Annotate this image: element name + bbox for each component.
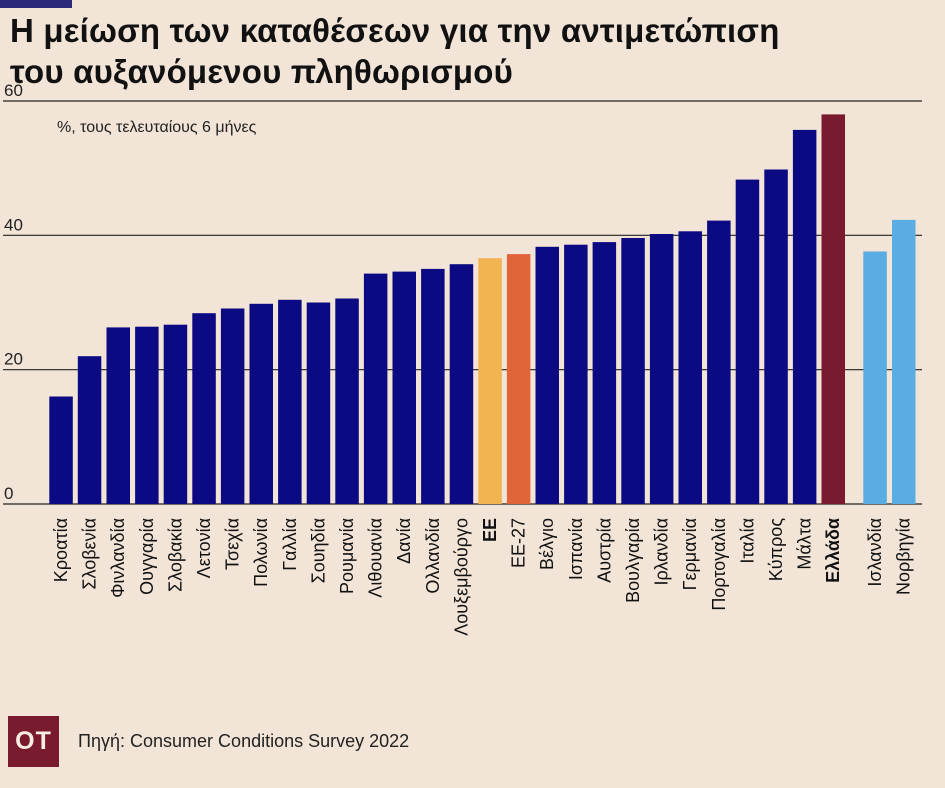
x-tick-label: Τσεχία <box>223 518 243 570</box>
x-tick-label: Ισλανδία <box>865 518 885 587</box>
chart-title-line-2: του αυξανόμενου πληθωρισμού <box>10 53 514 90</box>
bar-16 <box>478 258 502 504</box>
x-tick-label: Σλοβενία <box>80 518 100 590</box>
bar-14 <box>421 268 445 504</box>
bar-12 <box>363 273 388 504</box>
x-tick-label: ΕΕ-27 <box>509 518 529 568</box>
bar-8 <box>249 303 273 504</box>
x-tick-label: ΕΕ <box>480 518 500 542</box>
x-tick-label: Ιρλανδία <box>652 518 672 585</box>
bar-24 <box>707 220 731 504</box>
x-label-layer: Κροατία Σλοβενία Φινλανδία Ουγγαρία Σλοβακία… <box>51 518 914 636</box>
x-tick-label: Ιταλία <box>737 518 757 564</box>
bar-11 <box>335 298 359 504</box>
bar-20 <box>592 242 617 504</box>
y-tick-label: 60 <box>4 81 23 100</box>
x-tick-label: Κροατία <box>51 518 71 582</box>
x-tick-label: Λουξεμβούργο <box>451 518 471 636</box>
x-tick-label: Ολλανδία <box>423 518 443 594</box>
chart-title: Η μείωση των καταθέσεων για την αντιμετώ… <box>10 10 930 92</box>
x-tick-label: Πορτογαλία <box>709 518 729 611</box>
bar-15 <box>449 264 474 504</box>
x-tick-label: Αυστρία <box>594 518 614 583</box>
bar-18 <box>535 246 559 505</box>
y-tick-label: 40 <box>4 215 23 234</box>
bar-5 <box>163 324 188 504</box>
x-tick-label: Ισπανία <box>566 518 586 580</box>
bar-26 <box>764 169 788 504</box>
x-tick-label: Λιθουανία <box>366 518 386 598</box>
x-tick-label: Γαλλία <box>280 518 300 571</box>
bar-17 <box>506 254 531 504</box>
bar-30 <box>892 219 916 504</box>
x-tick-label: Μάλτα <box>795 518 815 570</box>
bar-6 <box>192 313 216 504</box>
x-tick-label: Γερμανία <box>680 518 700 590</box>
bar-28 <box>821 114 845 505</box>
bar-9 <box>278 299 302 504</box>
x-tick-label: Λετονία <box>194 518 214 578</box>
bar-21 <box>621 238 645 504</box>
bar-1 <box>49 396 73 504</box>
y-tick-label: 0 <box>4 484 13 503</box>
x-tick-label: Σουηδία <box>308 518 328 583</box>
bar-10 <box>306 302 331 504</box>
bar-23 <box>678 231 702 505</box>
bar-layer <box>49 114 916 505</box>
bar-7 <box>220 308 245 504</box>
x-tick-label: Κύπρος <box>766 518 786 582</box>
bar-3 <box>106 327 130 504</box>
source-note: Πηγή: Consumer Conditions Survey 2022 <box>78 731 410 751</box>
bar-2 <box>77 356 102 504</box>
x-tick-label: Δανία <box>394 518 414 564</box>
bar-13 <box>392 271 416 504</box>
bar-19 <box>564 244 588 504</box>
chart-subtitle: %, τους τελευταίους 6 μήνες <box>57 119 257 136</box>
y-tick-label: 20 <box>4 350 23 369</box>
bar-29 <box>863 251 887 504</box>
x-tick-label: Ρουμανία <box>337 518 357 594</box>
bar-22 <box>649 234 674 504</box>
x-tick-label: Φινλανδία <box>108 518 128 598</box>
x-tick-label: Ελλάδα <box>823 518 843 583</box>
bar-4 <box>135 326 159 504</box>
chart-title-line-1: Η μείωση των καταθέσεων για την αντιμετώ… <box>10 12 780 49</box>
x-tick-label: Βέλγιο <box>537 518 557 570</box>
x-tick-label: Νορβηγία <box>894 518 914 595</box>
ot-logo: ΟΤ <box>8 716 59 767</box>
x-tick-label: Πολωνία <box>251 518 271 587</box>
bar-25 <box>735 179 760 504</box>
x-tick-label: Βουλγαρία <box>623 518 643 603</box>
top-accent-bar <box>0 0 72 8</box>
bar-27 <box>792 129 817 504</box>
x-tick-label: Ουγγαρία <box>137 518 157 595</box>
x-tick-label: Σλοβακία <box>165 518 185 592</box>
